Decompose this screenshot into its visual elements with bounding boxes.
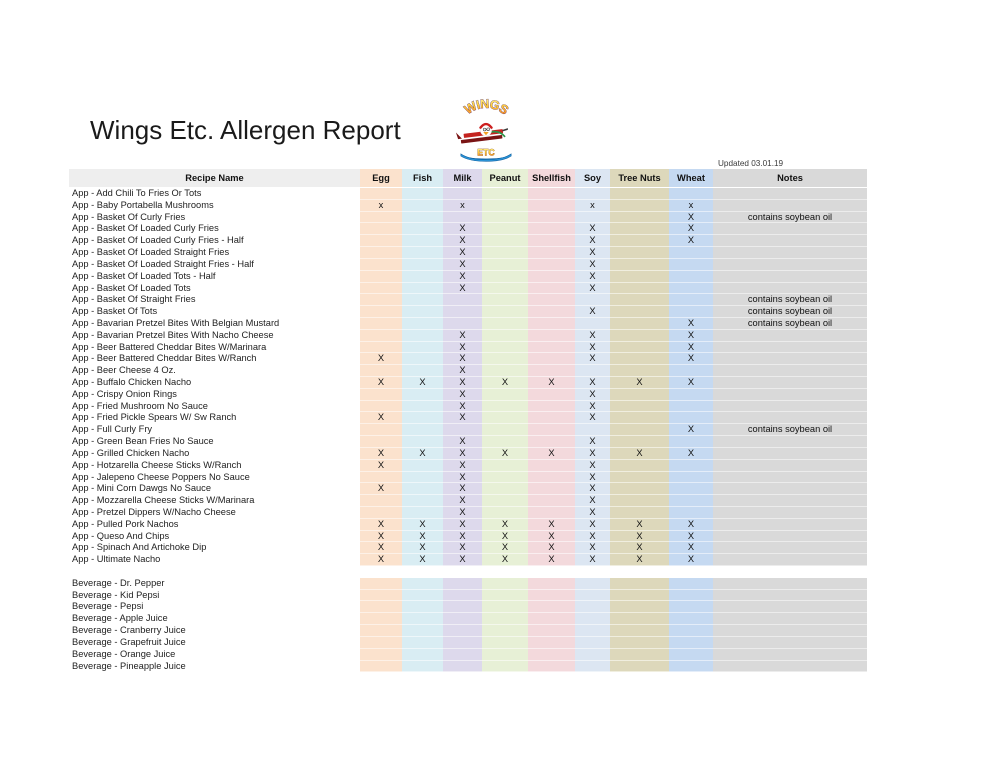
svg-text:ETC: ETC xyxy=(477,148,495,158)
svg-text:WINGS: WINGS xyxy=(462,97,511,117)
